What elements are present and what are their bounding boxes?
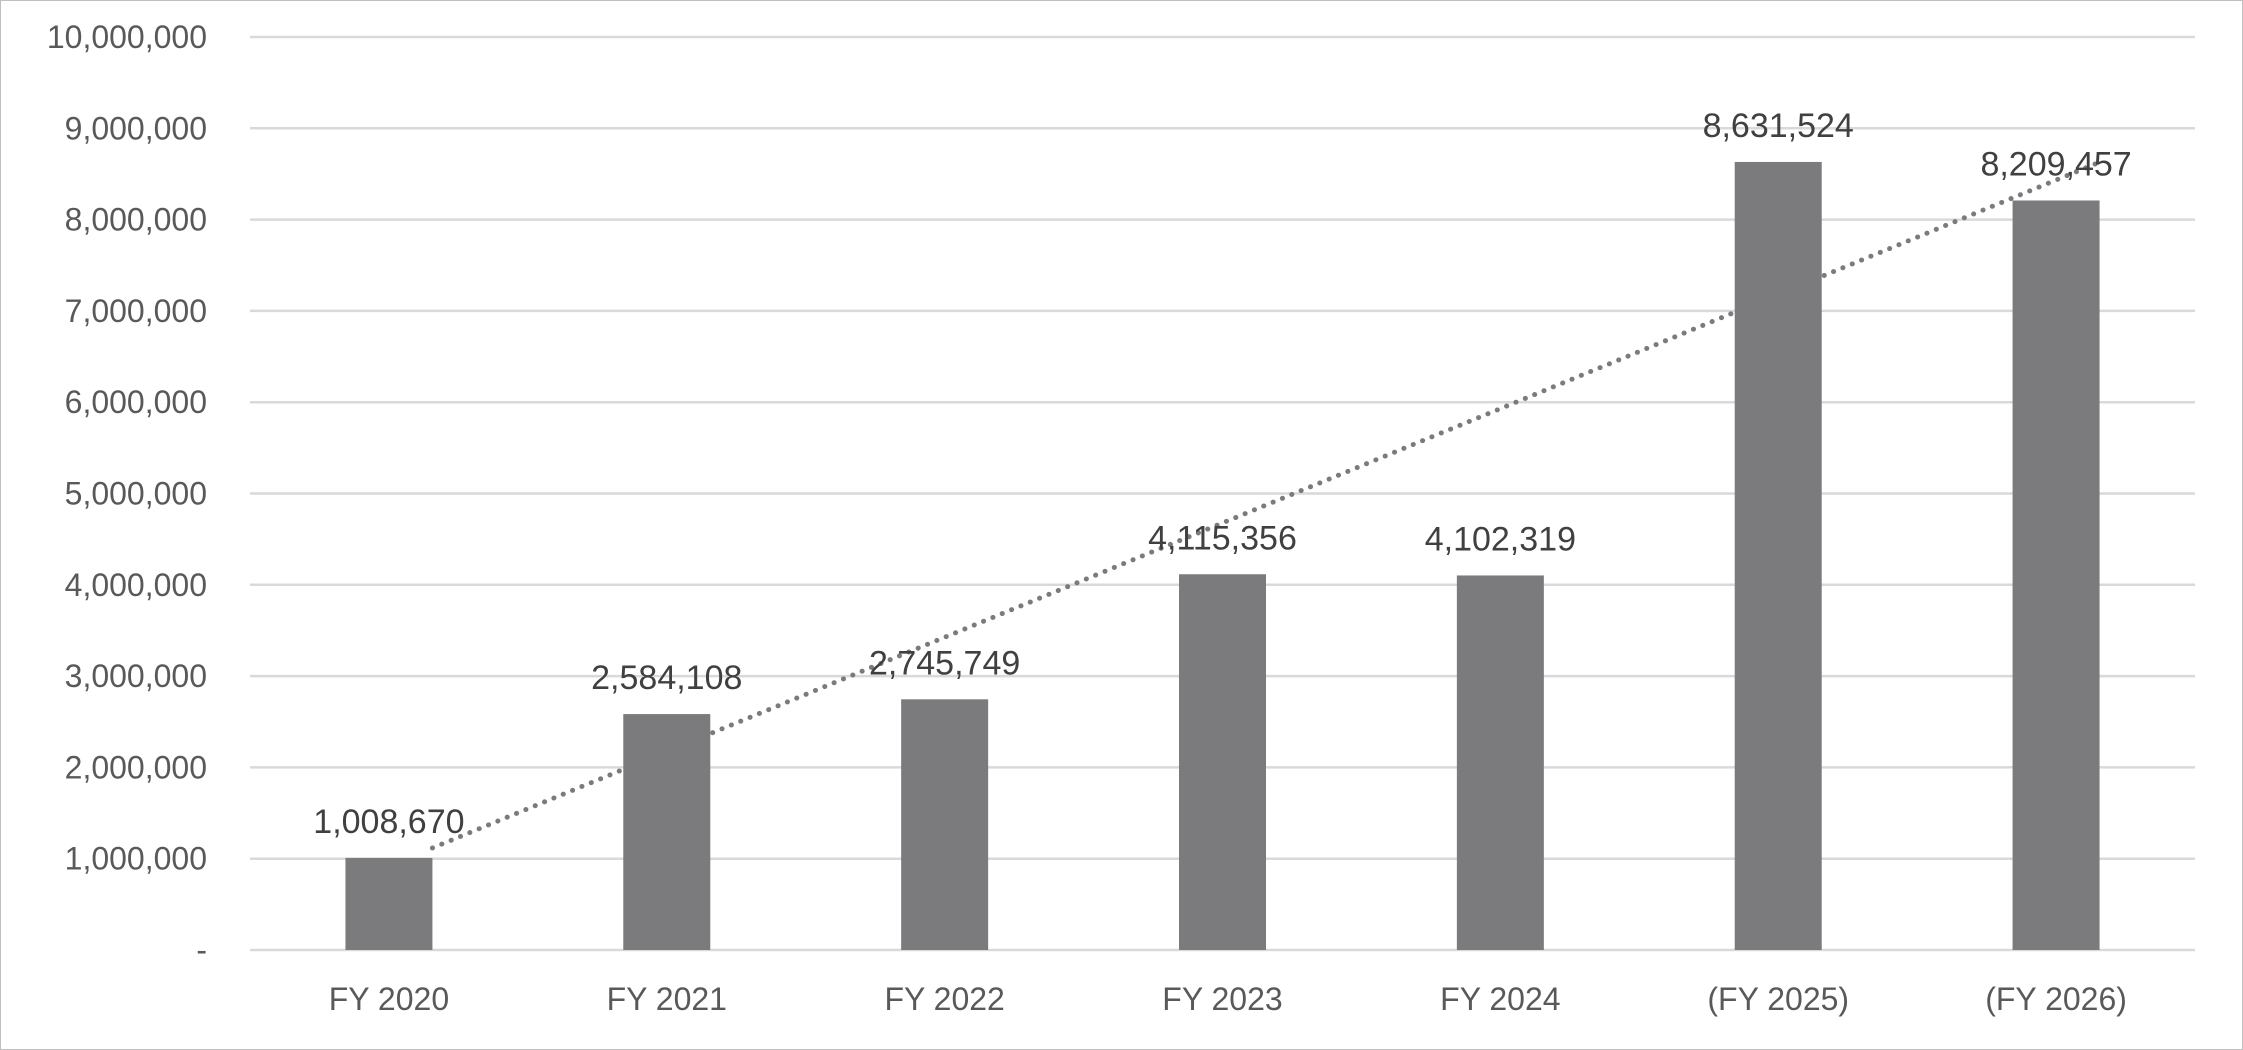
- data-labels: 1,008,670 2,584,108 2,745,749 4,115,356 4,10…: [313, 107, 2131, 841]
- data-label: 1,008,670: [313, 803, 464, 841]
- x-axis: FY 2020 FY 2021 FY 2022 FY 2023 FY 2024 (FY 2…: [329, 981, 2127, 1017]
- y-tick-label: 6,000,000: [65, 384, 207, 420]
- y-tick-label: 8,000,000: [65, 202, 207, 238]
- x-tick-label: (FY 2026): [1985, 981, 2127, 1017]
- x-tick-label: FY 2023: [1162, 981, 1282, 1017]
- y-tick-label: 5,000,000: [65, 476, 207, 512]
- y-tick-label: 9,000,000: [65, 110, 207, 146]
- gridlines: [250, 35, 2195, 952]
- data-label: 8,631,524: [1703, 107, 1854, 145]
- x-tick-label: FY 2021: [607, 981, 727, 1017]
- bar: [345, 857, 433, 950]
- y-tick-label: 2,000,000: [65, 749, 207, 785]
- x-tick-label: FY 2024: [1440, 981, 1560, 1017]
- y-tick-label: 3,000,000: [65, 658, 207, 694]
- y-tick-label: -: [196, 932, 207, 968]
- data-label: 2,745,749: [869, 644, 1020, 682]
- x-tick-label: FY 2022: [884, 981, 1004, 1017]
- y-tick-label: 7,000,000: [65, 293, 207, 329]
- data-label: 8,209,457: [1980, 145, 2131, 183]
- bar: [2012, 200, 2100, 951]
- bars: [345, 161, 2100, 951]
- x-tick-label: (FY 2025): [1707, 981, 1849, 1017]
- y-tick-label: 4,000,000: [65, 567, 207, 603]
- data-label: 2,584,108: [591, 659, 742, 697]
- trendline: [429, 159, 2103, 851]
- bar: [1456, 575, 1544, 950]
- y-tick-label: 1,000,000: [65, 841, 207, 877]
- y-tick-label: 10,000,000: [47, 19, 207, 55]
- bar: [623, 714, 711, 950]
- bar: [1179, 574, 1266, 950]
- bar: [901, 699, 989, 950]
- x-tick-label: FY 2020: [329, 981, 449, 1017]
- bar: [1734, 161, 1822, 950]
- data-label: 4,102,319: [1425, 520, 1576, 558]
- trendline-line: [429, 159, 2103, 851]
- data-label: 4,115,356: [1148, 519, 1297, 557]
- y-axis: - 1,000,000 2,000,000 3,000,000 4,000,000 5,0…: [47, 19, 207, 968]
